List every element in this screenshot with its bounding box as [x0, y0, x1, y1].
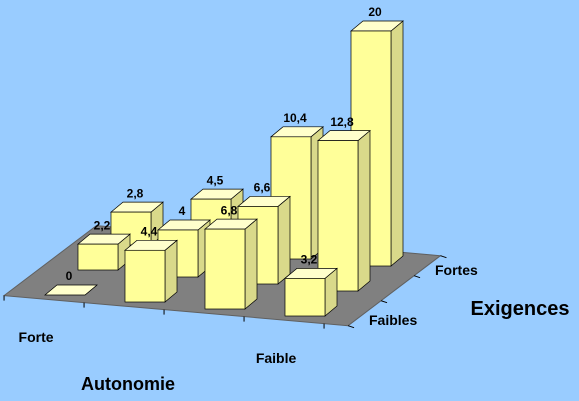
bar-front	[284, 278, 326, 317]
bar	[317, 129, 371, 292]
bar-side	[357, 129, 371, 292]
bar	[124, 239, 178, 303]
bar	[284, 267, 338, 317]
bar-front	[124, 249, 166, 303]
value-label: 6,8	[221, 203, 238, 217]
tick	[347, 325, 355, 329]
tick	[440, 255, 447, 259]
bar-side	[277, 195, 291, 285]
value-label: 0	[66, 269, 73, 283]
depth-axis-title: Exigences	[470, 298, 570, 320]
x-tick-label: Faible	[256, 350, 297, 366]
value-label: 4	[179, 204, 186, 218]
tick	[380, 300, 388, 304]
bar	[77, 233, 131, 271]
x-tick-label: Forte	[19, 329, 54, 345]
bar-front	[317, 140, 359, 292]
value-label: 10,4	[283, 111, 307, 125]
value-label: 12,8	[330, 115, 354, 129]
bar	[44, 284, 98, 296]
value-label: 20	[368, 5, 382, 19]
bar-side	[390, 20, 404, 267]
value-label: 2,2	[94, 218, 111, 232]
depth-tick-label: Faibles	[369, 312, 417, 328]
bar-side	[164, 239, 178, 303]
value-label: 6,6	[254, 181, 271, 195]
x-axis-title: Autonomie	[81, 374, 175, 394]
bar-front	[77, 243, 119, 271]
bar-top	[44, 284, 98, 296]
value-label: 3,2	[301, 253, 318, 267]
depth-tick-label: Fortes	[435, 262, 478, 278]
value-label: 4,4	[141, 224, 158, 238]
bar-front	[204, 228, 246, 310]
bar-side	[244, 218, 258, 310]
value-label: 4,5	[207, 173, 224, 187]
value-label: 2,8	[127, 186, 144, 200]
tick	[413, 275, 421, 279]
bar	[204, 218, 258, 310]
